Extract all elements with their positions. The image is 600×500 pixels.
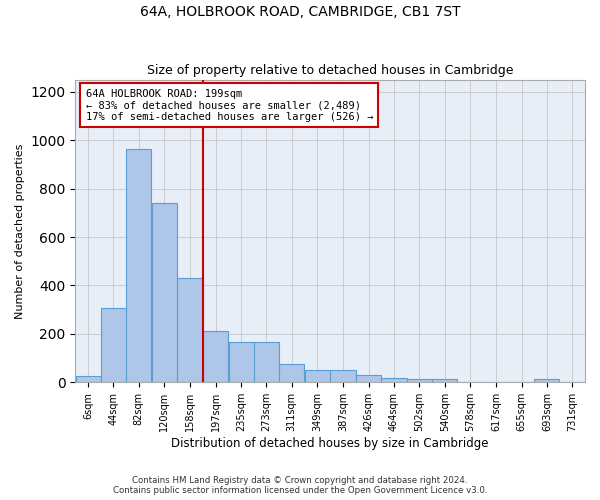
- Bar: [254, 342, 279, 382]
- Bar: [229, 342, 254, 382]
- Bar: [76, 376, 101, 382]
- Bar: [432, 378, 457, 382]
- Title: Size of property relative to detached houses in Cambridge: Size of property relative to detached ho…: [147, 64, 514, 77]
- Bar: [382, 378, 407, 382]
- Bar: [101, 308, 126, 382]
- Bar: [407, 378, 432, 382]
- Bar: [330, 370, 356, 382]
- Bar: [152, 203, 177, 382]
- Bar: [127, 148, 151, 382]
- Text: 64A HOLBROOK ROAD: 199sqm
← 83% of detached houses are smaller (2,489)
17% of se: 64A HOLBROOK ROAD: 199sqm ← 83% of detac…: [86, 88, 373, 122]
- Bar: [279, 364, 304, 382]
- Bar: [305, 370, 330, 382]
- Text: 64A, HOLBROOK ROAD, CAMBRIDGE, CB1 7ST: 64A, HOLBROOK ROAD, CAMBRIDGE, CB1 7ST: [140, 5, 460, 19]
- Bar: [535, 378, 559, 382]
- Bar: [356, 375, 381, 382]
- Y-axis label: Number of detached properties: Number of detached properties: [15, 144, 25, 318]
- X-axis label: Distribution of detached houses by size in Cambridge: Distribution of detached houses by size …: [172, 437, 489, 450]
- Text: Contains HM Land Registry data © Crown copyright and database right 2024.
Contai: Contains HM Land Registry data © Crown c…: [113, 476, 487, 495]
- Bar: [203, 332, 228, 382]
- Bar: [177, 278, 203, 382]
